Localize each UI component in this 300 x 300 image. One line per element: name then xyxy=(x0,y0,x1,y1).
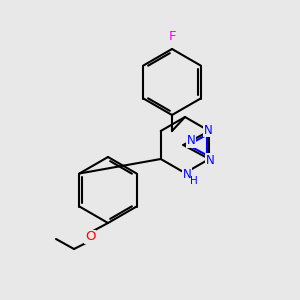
Text: N: N xyxy=(204,124,213,136)
Text: N: N xyxy=(187,134,196,148)
Text: H: H xyxy=(190,176,198,186)
Text: N: N xyxy=(206,154,214,166)
Text: O: O xyxy=(85,230,95,244)
Text: N: N xyxy=(183,167,191,181)
Text: F: F xyxy=(168,31,176,44)
